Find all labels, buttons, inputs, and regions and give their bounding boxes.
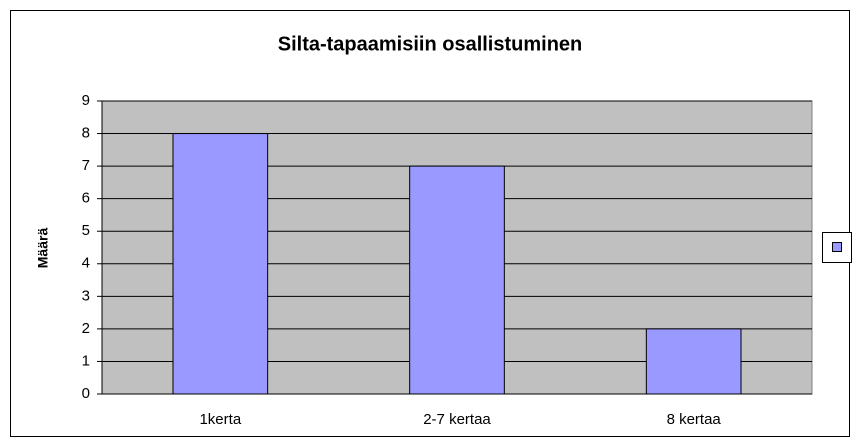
y-tick-label: 5	[82, 222, 90, 239]
y-tick-label: 7	[82, 157, 90, 174]
x-tick-label: 2-7 kertaa	[423, 411, 491, 428]
bar	[172, 133, 269, 395]
legend-swatch	[832, 242, 842, 252]
y-tick-label: 3	[82, 287, 90, 304]
y-tick-label: 0	[82, 385, 90, 402]
y-tick-label: 1	[82, 352, 90, 369]
y-tick-label: 2	[82, 320, 90, 337]
bar	[645, 328, 742, 395]
x-tick-label: 8 kertaa	[667, 411, 722, 428]
y-tick-label: 6	[82, 190, 90, 207]
chart-title: Silta-tapaamisiin osallistuminen	[278, 33, 583, 55]
y-tick-label: 8	[82, 125, 90, 142]
y-tick-label: 9	[82, 92, 90, 109]
x-tick-label: 1kerta	[199, 411, 241, 428]
y-tick-label: 4	[82, 255, 90, 272]
bar	[409, 165, 505, 395]
y-axis-label: Määrä	[35, 228, 51, 269]
